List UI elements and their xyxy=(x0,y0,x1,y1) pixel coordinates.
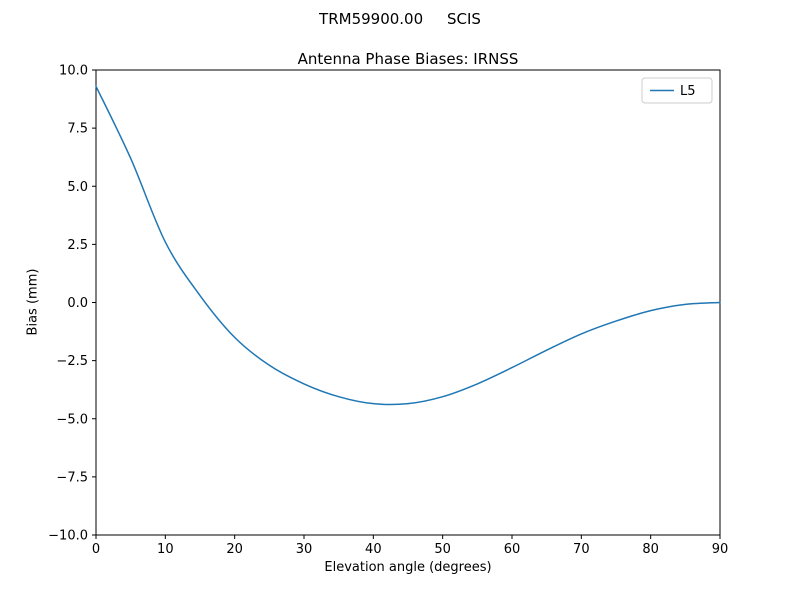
x-tick-label: 70 xyxy=(573,542,590,557)
y-tick-label: 7.5 xyxy=(67,122,88,137)
chart-title: Antenna Phase Biases: IRNSS xyxy=(297,50,519,68)
y-tick-label: −7.5 xyxy=(56,470,88,485)
x-tick-label: 50 xyxy=(434,542,451,557)
y-tick-label: 10.0 xyxy=(59,64,88,79)
series-line-l5 xyxy=(95,85,721,406)
x-tick-label: 0 xyxy=(92,542,100,557)
x-axis-label: Elevation angle (degrees) xyxy=(324,560,492,575)
y-tick-label: −2.5 xyxy=(56,354,88,369)
plot-border xyxy=(95,69,721,536)
y-tick-label: −5.0 xyxy=(56,412,88,427)
y-tick-label: 0.0 xyxy=(67,296,88,311)
legend: L5 xyxy=(641,77,713,104)
figure-suptitle: TRM59900.00 SCIS xyxy=(319,10,481,28)
x-tick-label: 90 xyxy=(712,542,729,557)
y-tick-label: 2.5 xyxy=(67,238,88,253)
x-tick-label: 80 xyxy=(642,542,659,557)
y-tick-label: −10.0 xyxy=(48,529,88,544)
x-tick-label: 30 xyxy=(296,542,313,557)
legend-box xyxy=(641,77,713,104)
x-tick-label: 60 xyxy=(504,542,521,557)
x-tick-label: 10 xyxy=(157,542,174,557)
legend-label: L5 xyxy=(680,84,696,99)
x-tick-label: 40 xyxy=(365,542,382,557)
y-axis-label: Bias (mm) xyxy=(25,268,41,336)
y-tick-label: 5.0 xyxy=(67,180,88,195)
x-tick-label: 20 xyxy=(226,542,243,557)
